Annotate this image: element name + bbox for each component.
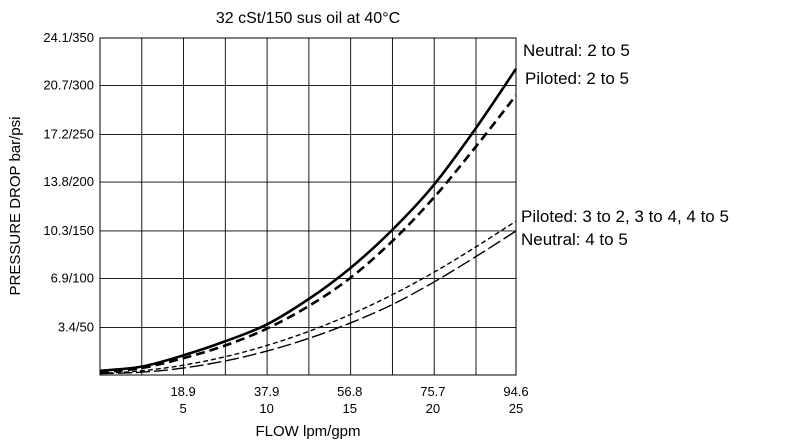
curve-series-1: [99, 94, 518, 374]
x-tick-label-gpm-4: 25: [509, 401, 523, 416]
x-tick-label-lpm-2: 56.8: [337, 384, 362, 399]
label-neutral-4-to-5: Neutral: 4 to 5: [521, 230, 628, 249]
y-tick-label-1: 6.9/100: [51, 271, 94, 286]
label-neutral-2-to-5: Neutral: 2 to 5: [523, 41, 630, 60]
x-tick-label-lpm-3: 75.7: [420, 384, 445, 399]
curve-series-2: [99, 220, 517, 375]
y-tick-label-2: 10.3/150: [43, 223, 94, 238]
series-labels: Neutral: 2 to 5 Piloted: 2 to 5 Piloted:…: [521, 41, 729, 249]
x-tick-labels: 18.9 5 37.9 10 56.8 15 75.7 20 94.6 25: [170, 384, 528, 416]
curve-series-3: [99, 230, 517, 375]
y-axis-label: PRESSURE DROP bar/psi: [7, 117, 24, 296]
curves: [99, 68, 518, 375]
x-tick-label-gpm-2: 15: [343, 401, 357, 416]
y-tick-label-4: 17.2/250: [43, 126, 94, 141]
y-tick-label-3: 13.8/200: [43, 174, 94, 189]
x-tick-label-gpm-1: 10: [259, 401, 273, 416]
chart-title: 32 cSt/150 sus oil at 40°C: [216, 10, 400, 27]
x-tick-label-lpm-4: 94.6: [503, 384, 528, 399]
y-tick-labels: 3.4/50 6.9/100 10.3/150 13.8/200 17.2/250 20.…: [43, 30, 94, 334]
x-tick-label-lpm-0: 18.9: [170, 384, 195, 399]
y-tick-label-5: 20.7/300: [43, 78, 94, 93]
x-tick-label-lpm-1: 37.9: [254, 384, 279, 399]
grid-lines: [100, 38, 516, 375]
x-tick-label-gpm-3: 20: [426, 401, 440, 416]
plot-frame: [99, 37, 517, 376]
x-axis-label: FLOW lpm/gpm: [255, 423, 360, 440]
label-piloted-2-to-5: Piloted: 2 to 5: [525, 69, 629, 88]
y-tick-label-6: 24.1/350: [43, 30, 94, 45]
label-piloted-3-to-2-3-to-4-4-to-5: Piloted: 3 to 2, 3 to 4, 4 to 5: [521, 207, 729, 226]
y-tick-label-0: 3.4/50: [58, 319, 94, 334]
curve-series-0: [99, 68, 518, 373]
x-tick-label-gpm-0: 5: [179, 401, 186, 416]
